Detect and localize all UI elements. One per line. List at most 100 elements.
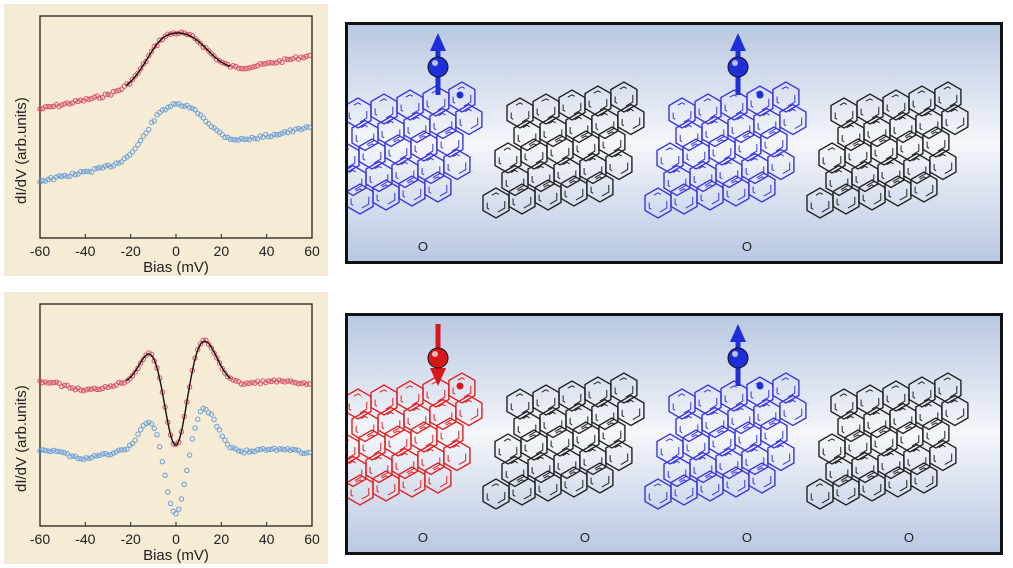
- data-point: [279, 59, 285, 66]
- x-tick-label: 20: [214, 531, 230, 547]
- data-point: [108, 164, 114, 170]
- data-point: [118, 86, 125, 92]
- spin-up-icon: [727, 33, 764, 99]
- x-tick-label: -60: [30, 531, 50, 547]
- aromatic-bond: [945, 399, 965, 422]
- aromatic-bond: [672, 102, 692, 124]
- ribbon-segment: [482, 81, 645, 219]
- data-point: [148, 119, 155, 126]
- aromatic-bond: [621, 108, 641, 131]
- spectrum-trace: [37, 29, 312, 112]
- data-point: [219, 433, 225, 439]
- spin-up-icon: [727, 324, 764, 390]
- data-point: [135, 70, 141, 76]
- data-point: [113, 160, 119, 166]
- data-point: [284, 56, 291, 63]
- data-point: [287, 378, 293, 384]
- data-point: [40, 380, 46, 386]
- data-point: [233, 378, 239, 384]
- benzene-ring: [455, 394, 483, 427]
- data-point: [48, 448, 54, 455]
- data-point: [284, 446, 291, 452]
- aromatic-bond: [771, 153, 791, 176]
- data-point: [173, 511, 179, 517]
- data-point: [241, 450, 247, 456]
- benzene-ring: [779, 103, 807, 136]
- x-tick-label: 40: [259, 531, 275, 547]
- benzene-ring: [610, 372, 638, 404]
- data-point: [143, 58, 149, 65]
- data-point: [53, 448, 60, 455]
- y-axis-label: dI/dV (arb.units): [13, 385, 30, 492]
- data-point: [108, 451, 114, 458]
- benzene-ring: [443, 439, 471, 472]
- carbonyl-oxygen-label: O: [742, 239, 752, 254]
- data-point: [88, 386, 95, 392]
- data-point: [197, 40, 204, 47]
- data-point: [42, 379, 49, 385]
- data-point: [203, 337, 209, 344]
- data-point: [290, 55, 296, 62]
- data-point: [244, 380, 250, 386]
- data-point: [135, 142, 141, 148]
- data-point: [219, 365, 225, 372]
- data-point: [75, 98, 81, 105]
- benzene-ring: [910, 462, 938, 494]
- data-point: [137, 360, 144, 366]
- benzene-ring: [760, 417, 788, 449]
- carbonyl-oxygen-label: O: [418, 239, 428, 254]
- data-point: [56, 103, 62, 110]
- data-point: [282, 56, 288, 62]
- data-point: [67, 385, 73, 391]
- aromatic-bond: [724, 385, 744, 407]
- data-point: [268, 60, 274, 66]
- data-point: [170, 508, 176, 514]
- data-point: [45, 103, 51, 110]
- data-point: [276, 131, 283, 138]
- data-point: [48, 380, 54, 386]
- data-point: [224, 374, 231, 380]
- data-point: [40, 447, 46, 453]
- data-point: [298, 380, 304, 387]
- data-point: [254, 447, 261, 453]
- data-point: [127, 152, 133, 158]
- data-point: [298, 126, 304, 133]
- benzene-ring: [443, 148, 471, 181]
- data-point: [303, 53, 310, 60]
- data-point: [235, 137, 242, 143]
- data-point: [72, 171, 79, 178]
- x-tick-label: 20: [214, 243, 230, 259]
- data-point: [59, 449, 65, 455]
- aromatic-bond: [498, 438, 518, 460]
- data-point: [178, 29, 185, 35]
- carbonyl-oxygen-label: O: [580, 530, 590, 545]
- aromatic-bond: [660, 438, 680, 460]
- data-point: [276, 58, 283, 64]
- data-point: [83, 168, 89, 174]
- aromatic-bond: [810, 483, 830, 505]
- aromatic-bond: [348, 393, 368, 415]
- data-point: [91, 94, 98, 100]
- aromatic-bond: [486, 192, 506, 214]
- data-point: [244, 65, 250, 72]
- data-point: [227, 64, 234, 70]
- data-point: [165, 104, 171, 110]
- ribbon-segment: O: [644, 81, 807, 254]
- data-point: [53, 379, 60, 385]
- spectrum-panel-bottom: dI/dV (arb.units) Bias (mV) -60 -40 -20 0 20…: [4, 292, 328, 564]
- data-point: [254, 136, 261, 142]
- data-point: [263, 379, 269, 386]
- benzene-ring: [767, 439, 795, 472]
- ribbon-segment: O: [806, 372, 969, 545]
- data-point: [86, 168, 92, 175]
- data-point: [181, 103, 187, 109]
- data-point: [216, 427, 223, 433]
- ribbon-segment: O: [348, 372, 483, 545]
- aromatic-bond: [459, 399, 479, 422]
- carbonyl-oxygen-label: O: [742, 530, 752, 545]
- data-point: [116, 160, 122, 166]
- benzene-ring: [929, 439, 957, 472]
